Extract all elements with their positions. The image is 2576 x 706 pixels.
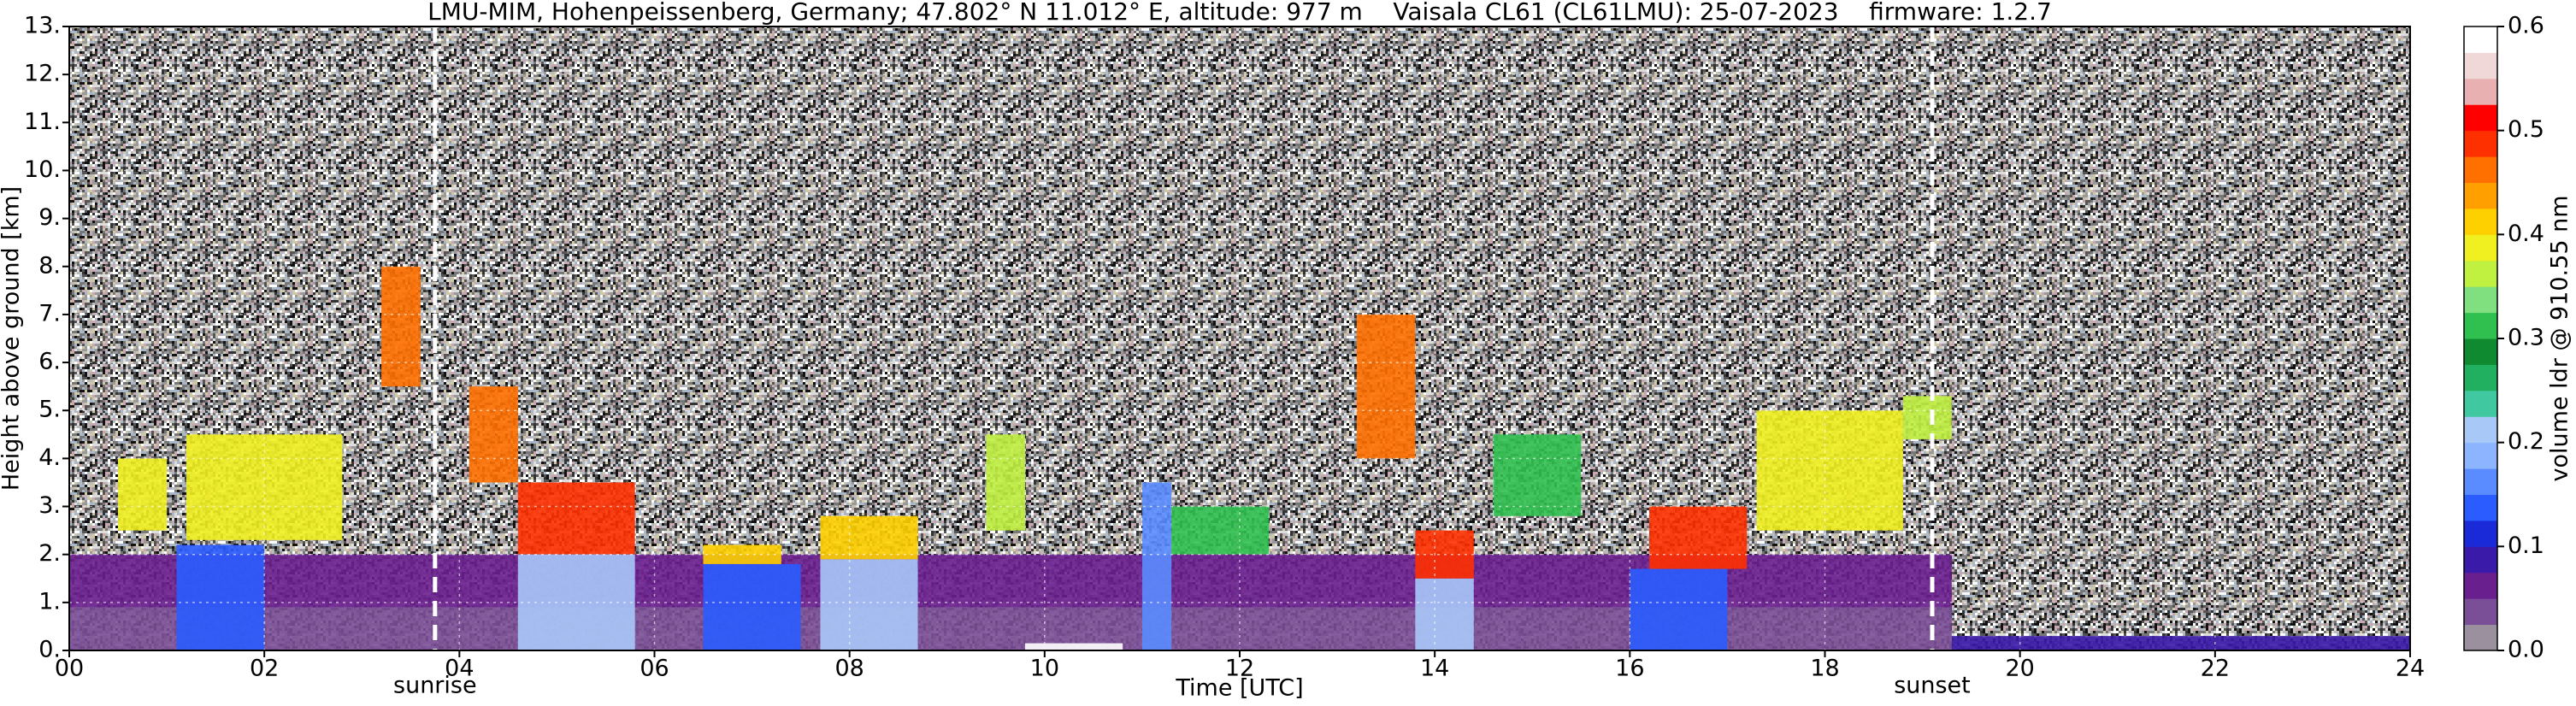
ldr-layer [1356,314,1416,459]
colorbar-swatch [2464,338,2497,365]
colorbar-swatch [2464,78,2497,105]
ldr-layer [1025,643,1123,650]
annotation-label: sunset [1894,673,1971,699]
colorbar-tick-label: 0.3 [2508,325,2544,351]
y-tick-label: 8. [38,252,61,279]
ldr-layer [186,434,343,540]
x-tick-label: 20 [2005,656,2034,682]
colorbar-swatch [2464,26,2497,53]
ldr-layer [1649,506,1748,569]
x-tick-label: 00 [55,656,84,682]
colorbar-swatch [2464,364,2497,391]
colorbar-tick-label: 0.0 [2508,637,2544,663]
colorbar-swatch [2464,390,2497,417]
ldr-layer [1141,482,1172,650]
y-tick-label: 3. [38,492,61,519]
ldr-layer [118,458,168,531]
y-tick-label: 5. [38,397,61,423]
y-tick-label: 4. [38,444,61,471]
colorbar-swatch [2464,52,2497,79]
colorbar-tick-label: 0.6 [2508,13,2544,39]
colorbar-swatch [2464,312,2497,339]
y-tick-label: 7. [38,300,61,327]
colorbar-swatch [2464,260,2497,287]
colorbar-swatch [2464,520,2497,547]
colorbar-swatch [2464,468,2497,495]
ldr-layer [1756,410,1903,531]
colorbar-tick-label: 0.5 [2508,116,2544,143]
y-tick-label: 10. [24,156,61,183]
colorbar-swatch [2464,442,2497,469]
y-tick-label: 9. [38,204,61,231]
x-tick-label: 16 [1615,656,1644,682]
plot-frame [68,26,2411,651]
y-tick-label: 13. [24,13,61,39]
colorbar-tick-label: 0.1 [2508,532,2544,559]
colorbar-swatch [2464,624,2497,651]
x-tick-label: 18 [1810,656,1839,682]
y-tick-label: 6. [38,349,61,375]
ldr-layer [1415,578,1474,650]
y-axis-label: Height above ground [km] [0,186,25,491]
x-tick-label: 24 [2396,656,2425,682]
ldr-layer [1951,636,2410,650]
colorbar-swatch [2464,234,2497,262]
colorbar-swatch [2464,598,2497,626]
ldr-layer [986,434,1026,531]
colorbar-swatch [2464,130,2497,157]
colorbar-tick-label: 0.4 [2508,221,2544,247]
y-tick-label: 2. [38,540,61,567]
colorbar-swatch [2464,286,2497,314]
colorbar-swatch [2464,104,2497,132]
annotation-label: sunrise [393,673,477,699]
x-tick-label: 10 [1030,656,1059,682]
ldr-layer [1902,396,1952,439]
colorbar-swatch [2464,572,2497,599]
x-tick-label: 12 [1225,656,1254,682]
x-tick-label: 04 [445,656,474,682]
x-axis-label: Time [UTC] [1175,675,1303,702]
ldr-layer [1171,506,1270,555]
ldr-layer [1493,434,1582,516]
ldr-layer [469,386,518,483]
y-tick-label: 1. [38,588,61,615]
colorbar-swatch [2464,156,2497,183]
x-tick-label: 06 [640,656,669,682]
y-tick-label: 0. [38,637,61,663]
colorbar-swatch [2464,546,2497,574]
x-tick-label: 14 [1420,656,1449,682]
ldr-layer [1630,568,1728,650]
ldr-layer [176,544,265,650]
ldr-layer [517,482,635,555]
colorbar-swatch [2464,494,2497,521]
colorbar-swatch [2464,208,2497,235]
x-tick-label: 02 [250,656,279,682]
ldr-layer [820,515,918,560]
colorbar-swatch [2464,182,2497,209]
chart-title: LMU-MIM, Hohenpeissenberg, Germany; 47.8… [427,0,2052,26]
colorbar-swatch [2464,416,2497,444]
colorbar-tick-label: 0.2 [2508,428,2544,455]
y-tick-label: 12. [24,61,61,87]
x-tick-label: 08 [834,656,864,682]
ldr-layer [703,563,801,650]
colorbar-label: volume ldr @ 910.55 nm [2547,196,2573,482]
ldr-layer [381,266,421,387]
ldr-layer [820,559,918,650]
y-tick-label: 11. [24,109,61,135]
ldr-layer [703,544,781,564]
x-tick-label: 22 [2201,656,2230,682]
